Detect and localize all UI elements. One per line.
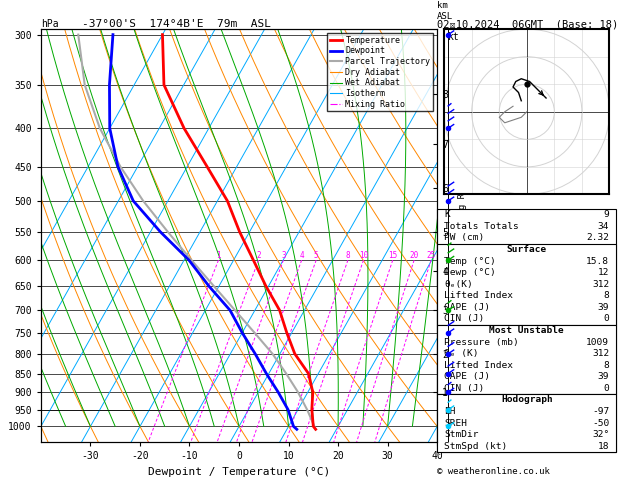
Text: 25: 25 [426, 251, 436, 260]
Text: CIN (J): CIN (J) [444, 384, 484, 393]
Text: θₑ (K): θₑ (K) [444, 349, 479, 358]
Text: Dewp (°C): Dewp (°C) [444, 268, 496, 277]
Text: 1: 1 [216, 251, 221, 260]
Text: CAPE (J): CAPE (J) [444, 303, 491, 312]
Text: 312: 312 [592, 349, 610, 358]
Text: -37°00'S  174°4B'E  79m  ASL: -37°00'S 174°4B'E 79m ASL [82, 19, 270, 30]
Text: 9: 9 [603, 210, 610, 219]
Bar [437, 325, 616, 394]
Bar [437, 394, 616, 452]
Text: K: K [444, 210, 450, 219]
Text: 4: 4 [299, 251, 304, 260]
Text: 34: 34 [598, 222, 610, 231]
Text: 8: 8 [603, 361, 610, 370]
Text: kt: kt [447, 33, 459, 42]
X-axis label: Dewpoint / Temperature (°C): Dewpoint / Temperature (°C) [148, 467, 330, 477]
Text: 02☒10.2024  06GMT  (Base: 18): 02☒10.2024 06GMT (Base: 18) [437, 19, 618, 30]
Text: hPa: hPa [41, 19, 58, 30]
Text: Surface: Surface [507, 245, 547, 254]
Text: 8: 8 [603, 291, 610, 300]
Text: -97: -97 [592, 407, 610, 416]
Text: © weatheronline.co.uk: © weatheronline.co.uk [437, 467, 550, 476]
Text: 18: 18 [598, 442, 610, 451]
Text: StmDir: StmDir [444, 430, 479, 439]
Bar [437, 243, 616, 325]
Text: 2.32: 2.32 [586, 233, 610, 243]
Text: 312: 312 [592, 280, 610, 289]
Text: LCL: LCL [438, 406, 454, 415]
Text: 12: 12 [598, 268, 610, 277]
Text: 2: 2 [256, 251, 261, 260]
Text: PW (cm): PW (cm) [444, 233, 484, 243]
Text: 8: 8 [345, 251, 350, 260]
Text: 39: 39 [598, 303, 610, 312]
Text: 1009: 1009 [586, 338, 610, 347]
Text: CIN (J): CIN (J) [444, 314, 484, 323]
Text: 15: 15 [388, 251, 398, 260]
Text: Hodograph: Hodograph [501, 396, 553, 404]
Text: 0: 0 [603, 314, 610, 323]
Text: 5: 5 [314, 251, 318, 260]
Text: Pressure (mb): Pressure (mb) [444, 338, 519, 347]
Text: Temp (°C): Temp (°C) [444, 257, 496, 265]
Text: Mixing Ratio (g/kg): Mixing Ratio (g/kg) [459, 134, 467, 236]
Text: Most Unstable: Most Unstable [489, 326, 564, 335]
Text: 32°: 32° [592, 430, 610, 439]
Text: 15.8: 15.8 [586, 257, 610, 265]
Text: EH: EH [444, 407, 456, 416]
Text: SREH: SREH [444, 418, 467, 428]
Text: Lifted Index: Lifted Index [444, 361, 513, 370]
Text: StmSpd (kt): StmSpd (kt) [444, 442, 508, 451]
Text: θₑ(K): θₑ(K) [444, 280, 473, 289]
Text: Lifted Index: Lifted Index [444, 291, 513, 300]
Text: 39: 39 [598, 372, 610, 381]
Text: Totals Totals: Totals Totals [444, 222, 519, 231]
Text: 3: 3 [281, 251, 286, 260]
Text: 10: 10 [359, 251, 368, 260]
Text: -50: -50 [592, 418, 610, 428]
Legend: Temperature, Dewpoint, Parcel Trajectory, Dry Adiabat, Wet Adiabat, Isotherm, Mi: Temperature, Dewpoint, Parcel Trajectory… [327, 34, 433, 111]
Text: CAPE (J): CAPE (J) [444, 372, 491, 381]
Text: km
ASL: km ASL [437, 1, 454, 21]
Text: 20: 20 [409, 251, 419, 260]
Text: 0: 0 [603, 384, 610, 393]
